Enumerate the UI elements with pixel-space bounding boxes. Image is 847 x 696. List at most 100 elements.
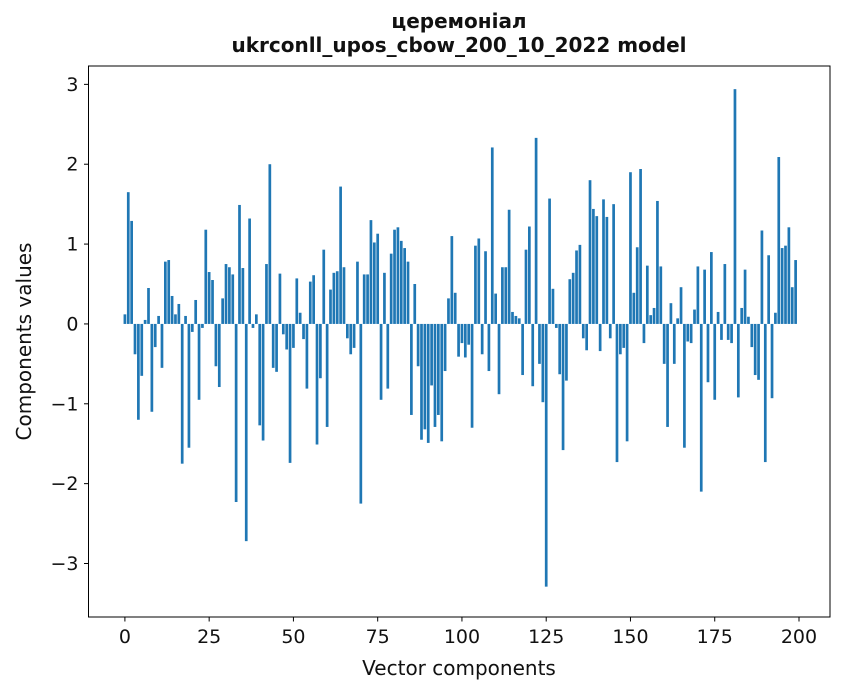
- chart-subtitle: ukrconll_upos_cbow_200_10_2022 model: [231, 33, 686, 57]
- bar: [760, 230, 764, 324]
- bar: [386, 323, 390, 389]
- bar: [204, 229, 208, 324]
- bar: [504, 267, 508, 324]
- bar: [244, 323, 248, 542]
- bar: [440, 323, 444, 442]
- y-tick-label: 0: [66, 313, 78, 335]
- bar: [224, 264, 228, 324]
- x-axis-label: Vector components: [362, 656, 556, 680]
- bar: [669, 303, 673, 324]
- bar: [389, 253, 393, 324]
- bar: [133, 323, 137, 355]
- bar: [126, 192, 130, 324]
- bar: [423, 323, 427, 430]
- plot-area: [123, 89, 797, 587]
- x-tick-label: 200: [781, 626, 817, 648]
- bar: [457, 323, 460, 357]
- bar: [393, 229, 396, 324]
- y-tick-label: −1: [50, 393, 78, 415]
- bar: [130, 220, 133, 324]
- bar: [369, 220, 373, 324]
- bar: [271, 323, 275, 368]
- bar: [160, 323, 164, 368]
- bar: [298, 312, 302, 324]
- bar: [143, 319, 147, 324]
- x-tick-label: 0: [119, 626, 131, 648]
- bar: [484, 251, 487, 324]
- bar: [740, 307, 744, 324]
- bar: [460, 323, 464, 344]
- bar: [595, 216, 599, 324]
- bar: [477, 238, 481, 324]
- bar: [494, 293, 497, 324]
- bar: [608, 323, 612, 339]
- plot-border: [88, 65, 831, 618]
- y-tick-label: −3: [50, 553, 78, 575]
- bar: [258, 323, 262, 426]
- bar: [693, 309, 696, 324]
- bar: [507, 209, 511, 324]
- bar: [696, 266, 700, 324]
- bar: [335, 271, 339, 324]
- x-tick-label: 75: [366, 626, 390, 648]
- x-tick-label: 125: [528, 626, 564, 648]
- bar: [581, 323, 585, 339]
- bar: [575, 250, 578, 324]
- bar: [174, 314, 177, 324]
- bar: [767, 255, 771, 324]
- bar: [430, 323, 433, 386]
- bar: [180, 323, 184, 464]
- bar: [194, 299, 198, 324]
- bar: [410, 323, 413, 415]
- bar: [753, 323, 757, 376]
- bar: [231, 274, 235, 324]
- bar: [214, 323, 218, 367]
- bar: [413, 284, 417, 324]
- bar: [396, 227, 400, 324]
- bar: [420, 323, 423, 440]
- axes-ticks: 0 25 50 75 100 125 150 175 200 −3 −2 −1 0 1 2 3: [50, 74, 817, 648]
- bar: [443, 323, 447, 372]
- bar: [123, 314, 127, 324]
- bar: [190, 323, 194, 332]
- bar: [403, 248, 406, 324]
- bar: [790, 287, 794, 324]
- x-tick-label: 25: [197, 626, 221, 648]
- bar: [487, 323, 491, 372]
- bar: [699, 323, 703, 492]
- bar: [292, 323, 295, 348]
- bar: [497, 323, 501, 395]
- bar: [221, 298, 224, 324]
- bar: [730, 323, 733, 344]
- bar: [501, 267, 504, 324]
- bar: [625, 323, 629, 442]
- bar: [723, 264, 727, 324]
- bar: [426, 323, 430, 443]
- bar: [207, 272, 211, 324]
- bar: [251, 323, 255, 328]
- bar: [511, 311, 514, 324]
- bar: [672, 323, 676, 364]
- bar: [733, 89, 737, 324]
- bar: [322, 249, 326, 324]
- bar: [315, 323, 319, 445]
- bar: [319, 323, 322, 379]
- bar: [255, 314, 258, 324]
- bar: [561, 323, 565, 451]
- x-tick-label: 50: [281, 626, 305, 648]
- y-tick-label: 2: [66, 154, 78, 176]
- x-tick-label: 150: [612, 626, 648, 648]
- bar: [281, 323, 285, 335]
- bar: [379, 323, 383, 400]
- bar: [645, 265, 649, 324]
- bar: [686, 323, 690, 342]
- bar: [342, 267, 346, 324]
- bar: [177, 303, 181, 324]
- bar: [268, 164, 272, 324]
- bar: [261, 323, 265, 441]
- bar: [689, 323, 693, 344]
- bar: [635, 247, 639, 324]
- bar: [780, 248, 784, 324]
- bar: [197, 323, 201, 400]
- bar: [201, 323, 204, 328]
